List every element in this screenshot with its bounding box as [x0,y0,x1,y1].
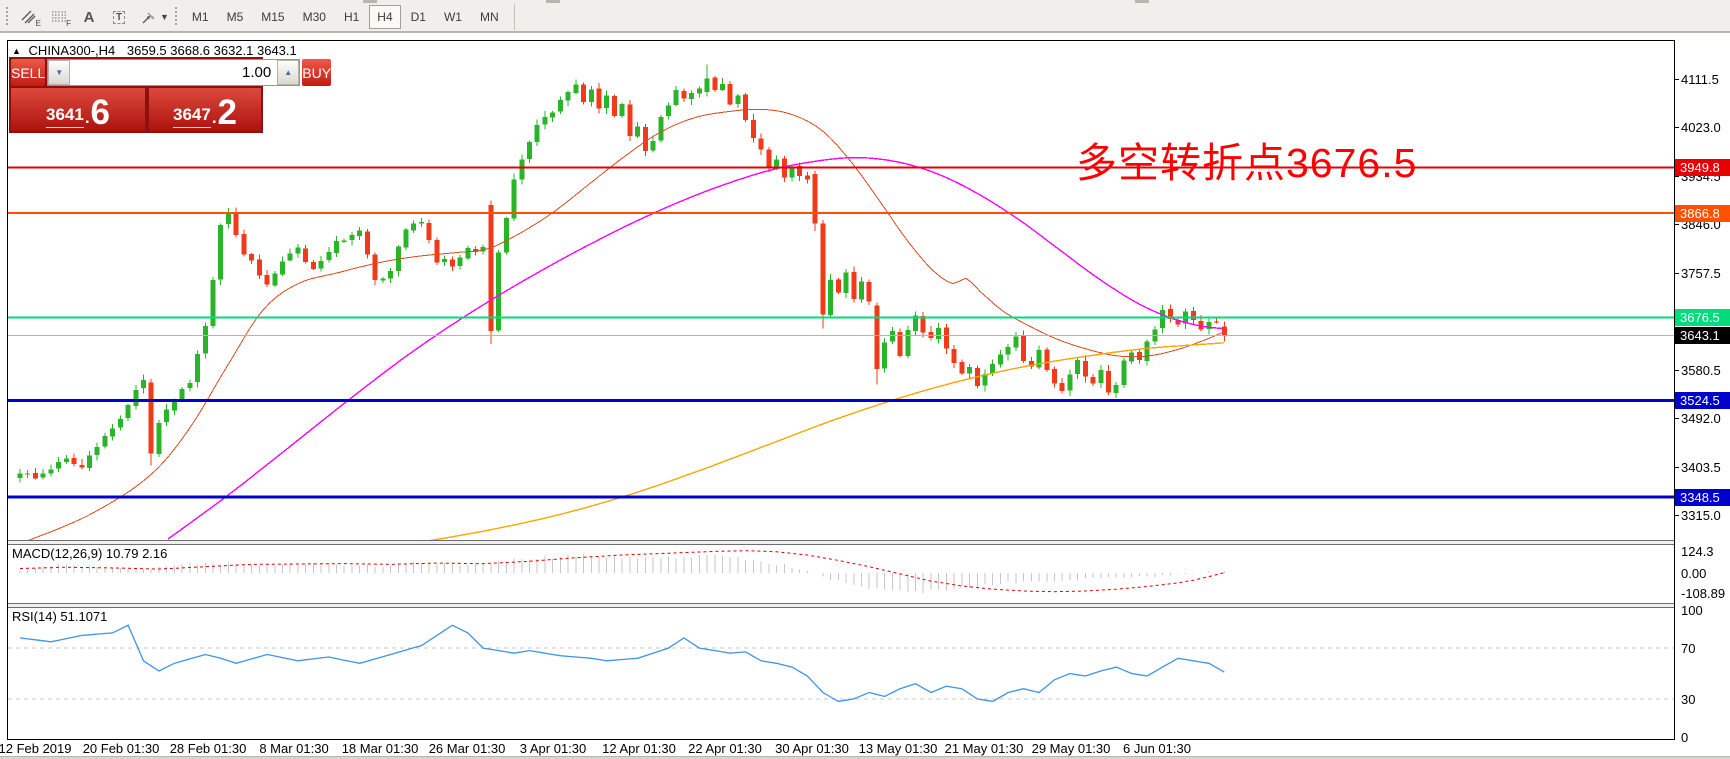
macd-pane[interactable]: MACD(12,26,9) 10.79 2.16 [8,545,1674,603]
time-axis-label: 28 Feb 01:30 [169,741,247,756]
price-axis-tick: 4111.5 [1675,72,1719,87]
timeframe-button-m1[interactable]: M1 [191,10,209,24]
sell-button[interactable]: SELL [11,59,46,86]
chart-toolbar: E F A T ▼ M1 M5 M15 M30 H1 H4 D1 W1 MN [0,3,1730,33]
ma-fast-line [28,108,1225,540]
timeframe-button-m15[interactable]: M15 [261,10,285,24]
time-axis-label: 20 Feb 01:30 [82,741,160,756]
collapse-arrow-icon[interactable]: ▲ [12,46,21,56]
chart-window: ▲ CHINA300-,H4 3659.5 3668.6 3632.1 3643… [7,40,1675,740]
buy-button[interactable]: BUY [302,59,332,86]
time-axis-label: 21 May 01:30 [944,741,1024,756]
rsi-canvas[interactable] [8,608,1674,737]
level-badge: 3524.5 [1675,392,1730,409]
timeframe-button-m30[interactable]: M30 [302,10,326,24]
volume-stepper: ▼ ▲ [47,59,301,86]
chart-ohlc-values: 3659.5 3668.6 3632.1 3643.1 [126,43,297,58]
timeframe-button-h4[interactable]: H4 [369,5,401,29]
text-tool-icon[interactable]: A [83,8,95,26]
rsi-label: RSI(14) 51.1071 [12,609,108,624]
chart-symbol: CHINA300-,H4 [28,43,116,58]
rsi-pane[interactable]: RSI(14) 51.1071 [8,608,1674,737]
macd-axis-tick: 124.3 [1681,544,1714,559]
ma-slow-line [429,342,1225,540]
macd-histogram [19,554,1225,593]
rsi-axis-tick: 100 [1681,603,1703,618]
volume-input[interactable] [70,60,278,85]
time-axis-label: 12 Feb 2019 [0,741,72,756]
candles [17,64,1227,483]
timeframe-button-d1[interactable]: D1 [410,10,426,24]
buy-price-fraction: 2 [217,93,238,133]
price-chart-canvas[interactable] [8,41,1674,540]
text-label-icon[interactable]: T [104,5,134,29]
macd-canvas[interactable] [8,545,1674,603]
price-axis-tick: 4023.0 [1675,120,1721,135]
pane-splitter[interactable] [8,540,1674,545]
price-axis-tick: 3757.5 [1675,266,1721,281]
toolbar-separator [513,4,515,30]
pane-splitter[interactable] [8,603,1674,608]
equidistant-channel-icon[interactable]: E [14,5,44,29]
toolbar-grip [5,7,9,27]
timeframe-button-m5[interactable]: M5 [226,10,244,24]
time-axis-label: 26 Mar 01:30 [428,741,506,756]
time-axis-label: 29 May 01:30 [1031,741,1111,756]
sell-price-fraction: 6 [90,93,111,133]
level-badge: 3676.5 [1675,309,1730,326]
volume-increase-button[interactable]: ▲ [277,60,300,85]
time-axis-label: 3 Apr 01:30 [519,741,587,756]
level-badge: 3866.8 [1675,205,1730,222]
decimal-point: . [211,108,217,127]
timeframe-button-mn[interactable]: MN [479,10,499,24]
sell-price[interactable]: 3641. 6 [11,88,145,131]
rsi-line [19,624,1225,703]
macd-axis-tick: 0.00 [1681,566,1707,581]
macd-axis-tick: -108.89 [1681,586,1726,601]
time-axis-label: 30 Apr 01:30 [775,741,849,756]
sell-price-main: 3641 [45,105,84,128]
rsi-axis-tick: 0 [1681,730,1689,745]
one-click-trading-panel: SELL ▼ ▲ BUY 3641.6 3647.2 [9,57,332,133]
timeframe-button-w1[interactable]: W1 [443,10,462,24]
toolbar-grip [173,7,178,27]
time-axis-label: 6 Jun 01:30 [1123,741,1191,756]
dropdown-caret-icon[interactable]: ▼ [160,12,169,22]
macd-label: MACD(12,26,9) 10.79 2.16 [12,546,168,561]
time-axis[interactable]: 12 Feb 2019 20 Feb 01:30 28 Feb 01:30 8 Mar… [0,741,1730,757]
fibonacci-retracement-icon[interactable]: F [52,11,71,28]
price-axis-tick: 3580.5 [1675,363,1721,378]
price-axis-tick: 3492.0 [1675,411,1721,426]
current-price-badge: 3643.1 [1675,327,1730,344]
level-badge: 3348.5 [1675,489,1730,506]
decimal-point: . [84,108,90,127]
arrows-tool-icon[interactable] [134,5,164,29]
window-bottom-edge [0,756,1730,759]
volume-decrease-button[interactable]: ▼ [48,60,71,85]
rsi-axis-tick: 70 [1681,641,1696,656]
main-chart-pane[interactable] [8,41,1674,540]
level-badge: 3949.8 [1675,159,1730,176]
price-axis[interactable]: 4111.54023.03934.53846.03757.53669.03580… [1675,40,1730,740]
price-axis-tick: 3403.5 [1675,460,1721,475]
chart-annotation-text: 多空转折点3676.5 [1076,140,1418,186]
ma-mid-line [167,156,1225,540]
time-axis-label: 22 Apr 01:30 [688,741,762,756]
macd-signal-line [19,550,1225,593]
time-axis-label: 18 Mar 01:30 [341,741,419,756]
window-top-edge [0,0,1730,3]
rsi-level-lines [8,647,1674,700]
time-axis-label: 13 May 01:30 [858,741,938,756]
buy-price-main: 3647 [172,105,211,128]
time-axis-label: 12 Apr 01:30 [602,741,676,756]
time-axis-label: 8 Mar 01:30 [259,741,329,756]
buy-price[interactable]: 3647. 2 [149,88,261,131]
price-axis-tick: 3315.0 [1675,508,1721,523]
rsi-axis-tick: 30 [1681,692,1696,707]
horizontal-levels [8,166,1674,499]
chart-title: ▲ CHINA300-,H4 3659.5 3668.6 3632.1 3643… [12,43,297,58]
timeframe-button-h1[interactable]: H1 [343,10,360,24]
moving-averages [28,108,1225,540]
